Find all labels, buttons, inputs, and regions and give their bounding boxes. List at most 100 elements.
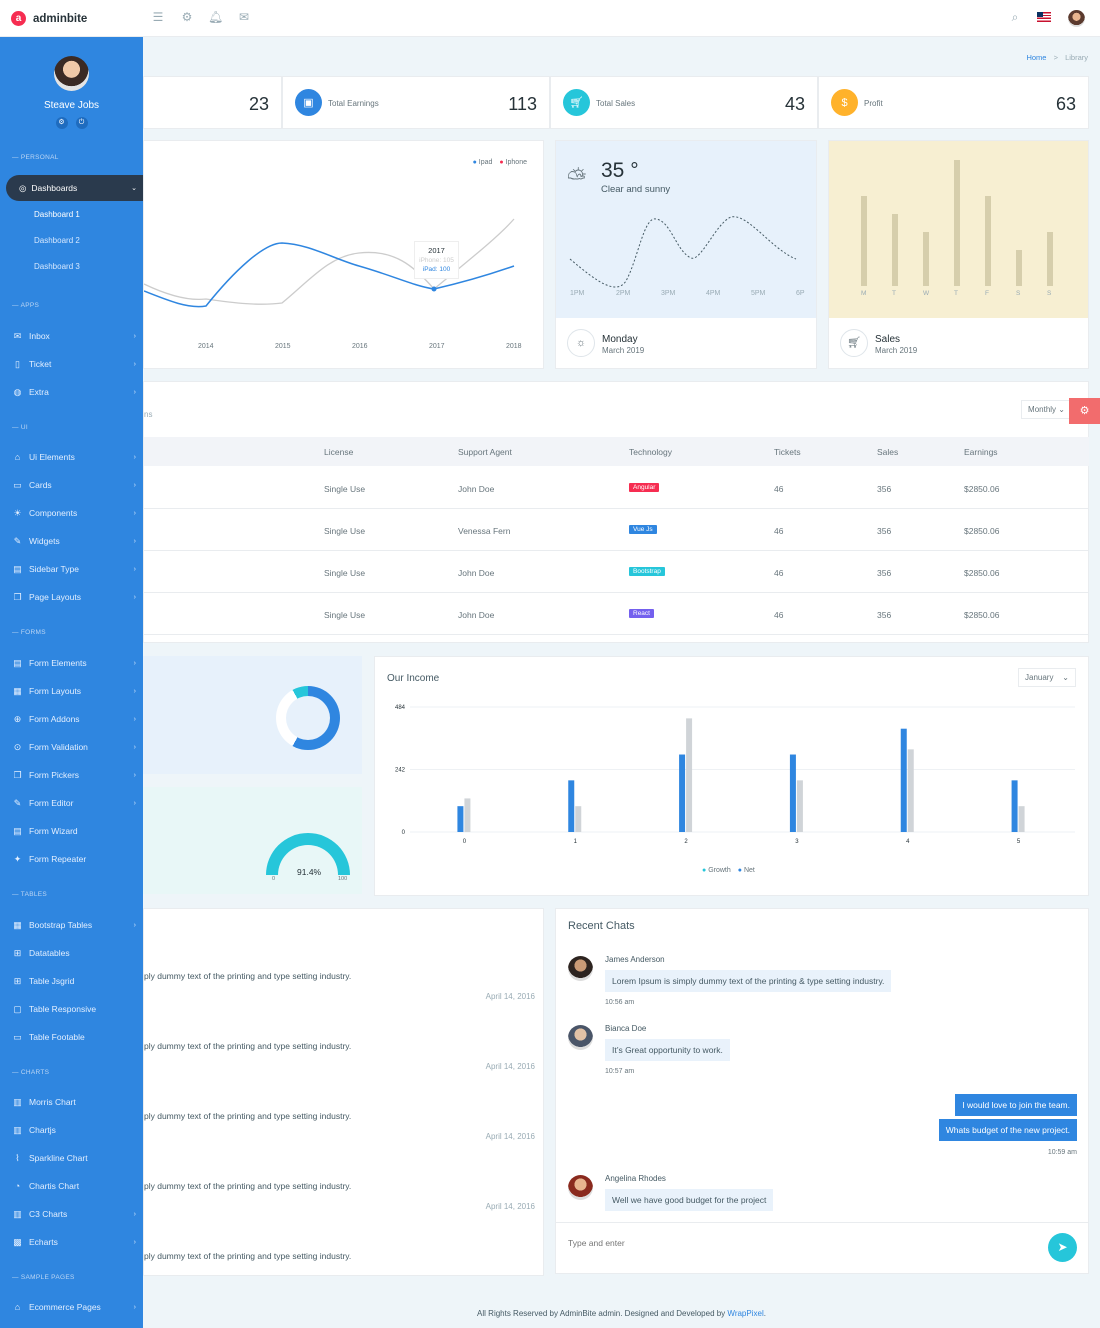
user-avatar[interactable]	[1068, 10, 1085, 27]
month-select[interactable]: January ⌄	[1018, 668, 1076, 687]
sidebar-item-components[interactable]: ☀ Components ›	[13, 507, 136, 519]
sidebar-item-table-jsgrid[interactable]: ⊞ Table Jsgrid	[13, 975, 75, 987]
extra-icon: ◍	[13, 386, 22, 397]
menu-icon[interactable]: ☰	[152, 10, 164, 24]
brand-logo[interactable]: a adminbite	[0, 0, 143, 37]
stat-label: Total Earnings	[328, 99, 379, 108]
donut-card	[143, 656, 362, 774]
x-tick: 1	[574, 839, 578, 845]
breadcrumb: Home > Library	[1026, 53, 1088, 62]
power-icon[interactable]: ⏻	[75, 117, 88, 129]
sidebar-item-form-editor[interactable]: ✎ Form Editor ›	[13, 797, 136, 809]
avatar[interactable]	[54, 56, 89, 91]
mail-icon[interactable]: ✉	[238, 10, 250, 24]
stat-value: 23	[248, 94, 269, 114]
apps-icon[interactable]: ⚙	[181, 10, 193, 24]
sidebar-item-ui-elements[interactable]: ⌂ Ui Elements ›	[12, 450, 136, 464]
sidebar-item-dashboards[interactable]: ◎ Dashboards ⌄	[6, 175, 143, 201]
legend-growth: ● Growth	[702, 867, 731, 874]
sidebar-item-inbox[interactable]: ✉ Inbox ›	[13, 330, 136, 342]
sidebar-item-sidebar-type[interactable]: ▤ Sidebar Type ›	[13, 563, 136, 575]
income-card: Our Income January ⌄ 0 242 484 0 1 2 3 4 5 ● Gro…	[374, 656, 1089, 896]
section-sample-pages: — SAMPLE PAGES	[12, 1274, 75, 1281]
avatar[interactable]	[568, 1175, 593, 1200]
cell-license: Single Use	[324, 484, 366, 494]
tooltip-iphone: iPhone: 105	[419, 257, 454, 264]
send-button[interactable]: ➤	[1048, 1233, 1077, 1262]
sidebar-sub-dashboard-2[interactable]: Dashboard 2	[34, 236, 80, 245]
form-elements-icon: ▤	[13, 657, 22, 668]
sales-bar	[1016, 250, 1022, 286]
sidebar-sub-dashboard-3[interactable]: Dashboard 3	[34, 262, 80, 271]
income-legend: ● Growth ● Net	[702, 867, 755, 874]
sidebar-item-form-pickers[interactable]: ❐ Form Pickers ›	[13, 769, 136, 781]
avatar[interactable]	[568, 956, 593, 981]
bar-net	[464, 798, 471, 832]
settings-icon[interactable]: ⚙	[55, 117, 68, 129]
stat-value: 43	[784, 94, 805, 114]
sidebar-item-sparkline-chart[interactable]: ⌇ Sparkline Chart	[12, 1151, 136, 1165]
monthly-select[interactable]: Monthly ⌄	[1021, 400, 1072, 419]
sidebar-item-form-validation[interactable]: ⊙ Form Validation ›	[13, 741, 136, 753]
sidebar: Steave Jobs ⚙ ⏻ — PERSONAL ◎ Dashboards ⌄ …	[0, 37, 143, 1328]
line-chart-icon: ⌇	[15, 1152, 20, 1163]
tech-badge: React	[629, 609, 654, 618]
weather-panel	[556, 141, 816, 318]
footer-end: .	[763, 1309, 766, 1318]
section-ui: — UI	[12, 424, 29, 431]
sidebar-item-bootstrap-tables[interactable]: ▦ Bootstrap Tables ›	[13, 919, 136, 931]
check-circle-icon: ⊙	[13, 741, 22, 752]
sidebar-item-widgets[interactable]: ✎ Widgets ›	[13, 535, 136, 547]
sidebar-item-ecommerce-pages[interactable]: ⌂ Ecommerce Pages ›	[12, 1300, 136, 1314]
sidebar-item-chartjs[interactable]: ▥ Chartjs	[13, 1124, 56, 1136]
stat-card-total-earnings: ▣ Total Earnings 113	[282, 76, 550, 129]
sidebar-item-table-footable[interactable]: ▭ Table Footable	[13, 1031, 85, 1043]
sales-bar	[861, 196, 867, 286]
profile-name[interactable]: Steave Jobs	[43, 100, 100, 111]
settings-toggle-button[interactable]: ⚙	[1069, 398, 1100, 424]
income-chart: 0 242 484 0 1 2 3 4 5	[395, 705, 1075, 845]
sales-bar	[892, 214, 898, 286]
x-tick: 5	[1017, 839, 1021, 845]
row-divider	[144, 634, 1089, 635]
sidebar-item-form-layouts[interactable]: ▦ Form Layouts ›	[13, 685, 136, 697]
footer-link[interactable]: WrapPixel	[727, 1309, 764, 1318]
us-flag-icon[interactable]	[1037, 12, 1051, 22]
cell-agent: Venessa Fern	[458, 526, 511, 536]
sun-icon: ☼	[567, 329, 595, 357]
sidebar-item-chartis-chart[interactable]: ◔ Chartis Chart	[12, 1179, 136, 1193]
donut-chart	[276, 686, 340, 750]
sidebar-item-echarts[interactable]: ▩ Echarts ›	[13, 1236, 136, 1248]
bar-chart-icon: ▥	[13, 1124, 22, 1135]
sidebar-item-c3-charts[interactable]: ▥ C3 Charts ›	[13, 1208, 136, 1220]
pen-icon: ✎	[13, 797, 22, 808]
stat-label: Profit	[864, 99, 883, 108]
chat-input[interactable]	[568, 1231, 1028, 1255]
sidebar-item-form-elements[interactable]: ▤ Form Elements ›	[13, 657, 136, 669]
bar-growth	[568, 780, 575, 832]
sidebar-item-form-wizard[interactable]: ▤ Form Wizard	[13, 825, 78, 837]
sidebar-item-page-layouts[interactable]: ❐ Page Layouts ›	[13, 591, 136, 603]
tooltip-title: 2017	[428, 246, 445, 255]
sidebar-sub-dashboard-1[interactable]: Dashboard 1	[34, 210, 80, 219]
footable-icon: ▭	[13, 1031, 22, 1042]
sidebar-item-extra[interactable]: ◍ Extra ›	[13, 386, 136, 398]
ui-elements-icon: ⌂	[14, 452, 21, 462]
sidebar-item-cards[interactable]: ▭ Cards ›	[13, 479, 136, 491]
search-icon[interactable]: ⌕	[1011, 10, 1019, 24]
sales-bar	[954, 160, 960, 286]
sidebar-item-form-repeater[interactable]: ✦ Form Repeater	[13, 853, 87, 865]
sidebar-item-form-addons[interactable]: ⊕ Form Addons ›	[13, 713, 136, 725]
sidebar-item-table-responsive[interactable]: ▢ Table Responsive	[13, 1003, 97, 1015]
form-layouts-icon: ▦	[13, 685, 22, 696]
sidebar-item-datatables[interactable]: ⊞ Datatables	[13, 947, 70, 959]
chat-sender: Bianca Doe	[605, 1024, 647, 1033]
bar-chart-icon: ▥	[13, 1208, 22, 1219]
bar-growth	[900, 728, 907, 832]
bar-net	[686, 718, 693, 832]
sidebar-item-ticket[interactable]: ▯ Ticket ›	[12, 357, 136, 371]
bell-icon[interactable]: 🔔︎	[208, 10, 224, 24]
avatar[interactable]	[568, 1025, 593, 1050]
breadcrumb-home[interactable]: Home	[1026, 53, 1047, 62]
sidebar-item-morris-chart[interactable]: ▥ Morris Chart	[13, 1096, 76, 1108]
